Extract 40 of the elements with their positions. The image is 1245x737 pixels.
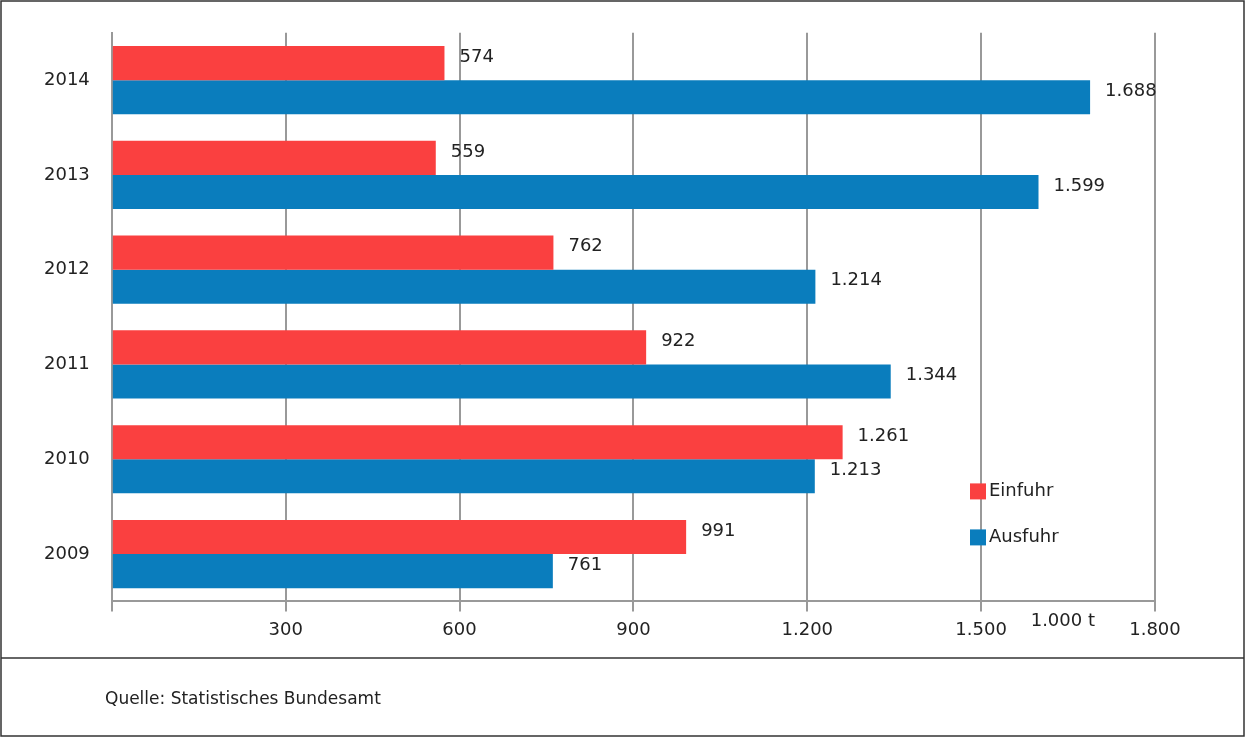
source-note: Quelle: Statistisches Bundesamt: [105, 688, 382, 709]
bar: [112, 425, 843, 460]
x-tick-label: 1.800: [1129, 617, 1181, 639]
y-tick-label: 2011: [44, 352, 90, 374]
legend-label: Ausfuhr: [989, 525, 1060, 547]
data-label: 559: [450, 139, 486, 161]
x-tick-label: 900: [616, 617, 651, 639]
data-label: 1.214: [830, 268, 882, 290]
x-tick-label: 1.500: [955, 617, 1007, 639]
data-label: 1.688: [1105, 78, 1157, 100]
bar: [112, 459, 815, 494]
y-tick-label: 2013: [44, 162, 90, 184]
y-tick-label: 2014: [44, 67, 90, 89]
bar: [112, 235, 554, 270]
x-tick-label: 600: [442, 617, 477, 639]
bar: [112, 330, 647, 365]
bar: [112, 174, 1039, 210]
bar: [112, 46, 445, 81]
x-axis-title: 1.000 t: [1030, 609, 1095, 631]
data-label: 574: [459, 44, 494, 66]
bar: [112, 554, 553, 589]
bar: [112, 140, 436, 175]
bar: [112, 364, 891, 399]
x-tick-label: 300: [268, 617, 303, 639]
x-tick-label: 1.200: [781, 617, 834, 639]
data-label: 1.261: [857, 423, 910, 445]
y-tick-label: 2010: [44, 446, 90, 468]
data-label: 1.213: [829, 457, 882, 479]
bar: [112, 519, 687, 555]
data-label: 991: [701, 518, 736, 540]
legend-label: Einfuhr: [989, 479, 1054, 501]
data-label: 922: [661, 329, 696, 351]
data-label: 1.599: [1053, 173, 1106, 195]
bar: [112, 80, 1091, 115]
y-tick-label: 2009: [44, 541, 90, 563]
data-label: 1.344: [905, 363, 958, 385]
y-tick-label: 2012: [44, 257, 90, 279]
data-label: 761: [567, 552, 603, 574]
data-label: 762: [568, 234, 603, 256]
bar: [112, 269, 816, 304]
